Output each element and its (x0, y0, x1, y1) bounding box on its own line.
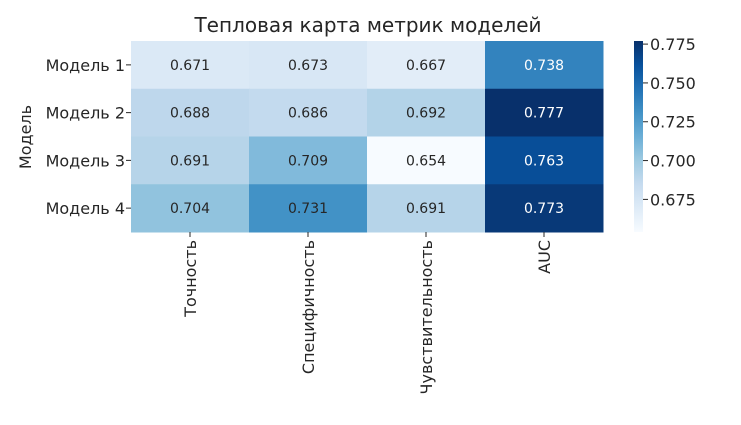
x-tick-label: Чувствительность (417, 240, 436, 394)
colorbar: 0.675 0.700 0.725 0.750 0.775 (634, 35, 696, 232)
cell-value-label: 0.777 (524, 106, 564, 122)
cell-value-label: 0.691 (170, 153, 210, 169)
y-tick-label: Модель 3 (46, 151, 125, 170)
cell-value-label: 0.673 (288, 58, 328, 74)
cell-value-label: 0.688 (170, 106, 210, 122)
heatmap-cell (249, 184, 368, 233)
cell-value-label: 0.654 (406, 153, 446, 169)
cell-value-label: 0.691 (406, 201, 446, 217)
cell-value-label: 0.704 (170, 201, 210, 217)
heatmap-cells: 0.671 0.673 0.667 0.738 0.688 0.686 0.692 0.777… (131, 41, 604, 233)
heatmap-cell (249, 88, 368, 137)
colorbar-gradient (634, 41, 643, 232)
heatmap-cell (249, 136, 368, 185)
colorbar-tick-label: 0.675 (650, 190, 696, 209)
heatmap-cell (367, 184, 486, 233)
chart-title: Тепловая карта метрик моделей (193, 13, 541, 37)
y-tick-label: Модель 4 (46, 199, 125, 218)
cell-value-label: 0.686 (288, 106, 328, 122)
x-tick-label: Специфичность (299, 240, 318, 374)
y-tick-labels: Модель 1 Модель 2 Модель 3 Модель 4 (46, 56, 131, 218)
cell-value-label: 0.773 (524, 201, 564, 217)
heatmap-cell (131, 136, 250, 185)
heatmap-cell (249, 41, 368, 90)
heatmap-cell (367, 88, 486, 137)
cell-value-label: 0.709 (288, 153, 328, 169)
y-tick-label: Модель 1 (46, 56, 125, 75)
x-tick-label: Точность (181, 240, 200, 318)
cell-value-label: 0.671 (170, 58, 210, 74)
heatmap-cell (367, 136, 486, 185)
colorbar-tick-label: 0.700 (650, 152, 696, 171)
y-axis-label: Модель (16, 105, 35, 169)
cell-value-label: 0.692 (406, 106, 446, 122)
colorbar-tick-label: 0.775 (650, 35, 696, 54)
cell-value-label: 0.667 (406, 58, 446, 74)
heatmap-cell (485, 88, 604, 137)
x-tick-labels: Точность Специфичность Чувствительность AUC (181, 232, 554, 394)
heatmap-cell (131, 41, 250, 90)
colorbar-tick-label: 0.750 (650, 74, 696, 93)
cell-value-label: 0.763 (524, 153, 564, 169)
heatmap-cell (131, 88, 250, 137)
x-tick-label: AUC (535, 240, 554, 274)
colorbar-tick-label: 0.725 (650, 113, 696, 132)
heatmap-cell (485, 184, 604, 233)
cell-value-label: 0.738 (524, 58, 564, 74)
heatmap-cell (367, 41, 486, 90)
heatmap-cell (131, 184, 250, 233)
heatmap-cell (485, 136, 604, 185)
heatmap-cell (485, 41, 604, 90)
y-tick-label: Модель 2 (46, 104, 125, 123)
cell-value-label: 0.731 (288, 201, 328, 217)
